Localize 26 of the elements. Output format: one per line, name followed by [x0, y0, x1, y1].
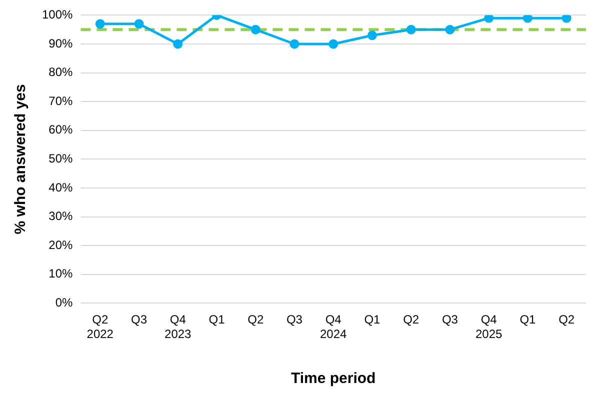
x-tick-label: Q3 — [286, 312, 303, 327]
y-tick-label: 90% — [48, 36, 74, 50]
y-axis-title: % who answered yes — [12, 84, 30, 234]
x-tick-label: Q4 2023 — [164, 312, 192, 342]
x-tick-label: Q2 2022 — [86, 312, 114, 342]
x-tick-label: Q1 — [520, 312, 536, 327]
x-tick-label: Q1 — [208, 312, 226, 327]
y-tick-label: 20% — [48, 238, 74, 252]
x-tick-label: Q2 — [248, 312, 264, 327]
x-tick-label: Q1 — [364, 312, 381, 327]
y-tick-label: 10% — [48, 266, 74, 281]
x-tick-label: Q2 — [558, 312, 575, 327]
x-tick-label: Q3 — [130, 312, 148, 327]
y-tick-label: 30% — [48, 209, 74, 224]
x-tick-label: Q2 — [403, 312, 420, 327]
y-tick-label: 70% — [48, 94, 74, 108]
x-axis-title: Time period — [290, 370, 376, 388]
y-tick-label: 80% — [48, 65, 74, 80]
y-tick-label: 40% — [48, 180, 74, 194]
y-tick-label: 100% — [42, 8, 74, 22]
y-tick-label: 50% — [48, 152, 74, 166]
x-tick-label: Q3 — [442, 312, 458, 327]
x-tick-label: Q4 2024 — [320, 312, 348, 342]
y-tick-label: 0% — [55, 296, 74, 310]
x-tick-label: Q4 2025 — [475, 312, 502, 342]
y-tick-label: 60% — [48, 122, 74, 137]
